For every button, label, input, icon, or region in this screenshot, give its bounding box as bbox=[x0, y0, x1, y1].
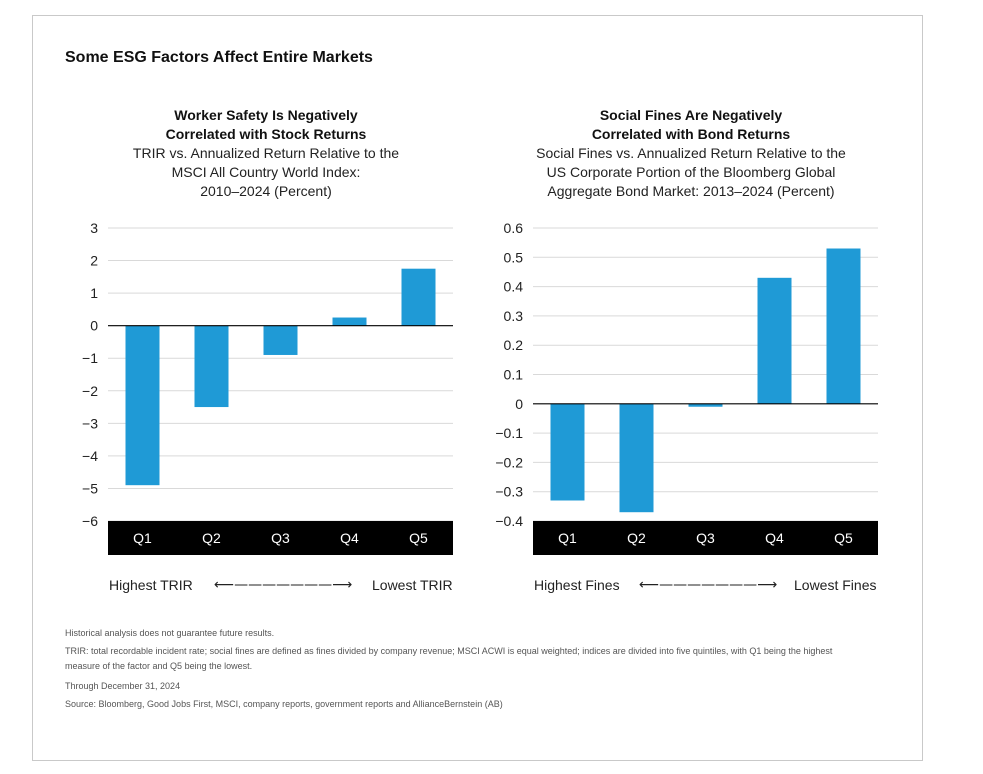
chart1-category-label: Q2 bbox=[202, 530, 221, 546]
chart2-ytick-label: 0.2 bbox=[504, 337, 524, 353]
chart2-subtitle-line3: Aggregate Bond Market: 2013–2024 (Percen… bbox=[547, 183, 835, 199]
chart1-bar-q3 bbox=[263, 325, 298, 355]
chart1-range-right-label: Lowest TRIR bbox=[372, 577, 453, 593]
chart1-category-label: Q4 bbox=[340, 530, 359, 546]
chart2-ytick-label: 0.6 bbox=[504, 220, 524, 236]
chart2-category-label: Q3 bbox=[696, 530, 715, 546]
chart2-category-label: Q1 bbox=[558, 530, 577, 546]
chart2-ytick-label: 0.1 bbox=[504, 367, 524, 383]
chart1-ytick-label: −2 bbox=[82, 383, 98, 399]
footnote-definitions: TRIR: total recordable incident rate; so… bbox=[65, 644, 895, 674]
chart1-ytick-label: 3 bbox=[90, 220, 98, 236]
chart2-ytick-label: 0.5 bbox=[504, 249, 524, 265]
chart2-bar-q4 bbox=[757, 277, 792, 404]
chart2-subtitle-line2: US Corporate Portion of the Bloomberg Gl… bbox=[546, 164, 836, 180]
chart1-category-band bbox=[108, 521, 453, 555]
chart2-range-left-label: Highest Fines bbox=[534, 577, 620, 593]
chart2-bar-q3 bbox=[688, 403, 723, 407]
chart2-subtitle: Social Fines vs. Annualized Return Relat… bbox=[503, 144, 879, 201]
chart2-ytick-label: 0 bbox=[515, 396, 523, 412]
chart1-ytick-label: −6 bbox=[82, 513, 98, 529]
chart2-title: Social Fines Are Negatively Correlated w… bbox=[533, 106, 849, 144]
chart1-ytick-label: −5 bbox=[82, 480, 98, 496]
chart1-ytick-label: 1 bbox=[90, 285, 98, 301]
footnote-date: Through December 31, 2024 bbox=[65, 681, 181, 691]
chart2-ytick-label: 0.3 bbox=[504, 308, 524, 324]
chart1-subtitle-line1: TRIR vs. Annualized Return Relative to t… bbox=[132, 145, 400, 161]
chart2-ytick-label: −0.4 bbox=[495, 513, 523, 529]
chart2-title-line2: Correlated with Bond Returns bbox=[591, 126, 791, 142]
footnote-source: Source: Bloomberg, Good Jobs First, MSCI… bbox=[65, 699, 503, 709]
chart1-category-label: Q3 bbox=[271, 530, 290, 546]
chart2-category-band bbox=[533, 521, 878, 555]
chart1-bar-q5 bbox=[401, 268, 436, 326]
chart1-subtitle-line2: MSCI All Country World Index: bbox=[171, 164, 361, 180]
chart1-range-left-label: Highest TRIR bbox=[109, 577, 193, 593]
chart1-ytick-label: 0 bbox=[90, 318, 98, 334]
chart2-bar-q2 bbox=[619, 403, 654, 513]
chart2-ytick-label: −0.1 bbox=[495, 425, 523, 441]
chart1-subtitle-line3: 2010–2024 (Percent) bbox=[200, 183, 332, 199]
footnote-disclaimer: Historical analysis does not guarantee f… bbox=[65, 628, 275, 638]
chart2-bar-q5 bbox=[826, 248, 861, 404]
chart1-range-arrow: ⟵———————⟶ bbox=[214, 577, 353, 593]
chart2-bar-q1 bbox=[550, 403, 585, 501]
chart1-title: Worker Safety Is Negatively Correlated w… bbox=[108, 106, 424, 144]
chart2-subtitle-line1: Social Fines vs. Annualized Return Relat… bbox=[536, 145, 846, 161]
chart1-category-label: Q5 bbox=[409, 530, 428, 546]
chart2-category-label: Q2 bbox=[627, 530, 646, 546]
chart2-title-line1: Social Fines Are Negatively bbox=[599, 107, 783, 123]
chart1-bar-q4 bbox=[332, 317, 367, 326]
chart2-category-label: Q5 bbox=[834, 530, 853, 546]
chart2-category-label: Q4 bbox=[765, 530, 784, 546]
footnote-definitions-line2: measure of the factor and Q5 being the l… bbox=[65, 661, 253, 671]
chart1-category-label: Q1 bbox=[133, 530, 152, 546]
chart2-range-arrow: ⟵———————⟶ bbox=[639, 577, 778, 593]
chart1-ytick-label: −4 bbox=[82, 448, 98, 464]
chart1-ytick-label: −3 bbox=[82, 415, 98, 431]
chart2-range-right-label: Lowest Fines bbox=[794, 577, 877, 593]
chart2-ytick-label: 0.4 bbox=[504, 279, 524, 295]
chart2-ytick-label: −0.2 bbox=[495, 454, 523, 470]
chart1-ytick-label: −1 bbox=[82, 350, 98, 366]
footnote-definitions-line1: TRIR: total recordable incident rate; so… bbox=[65, 646, 833, 656]
chart1-title-line1: Worker Safety Is Negatively bbox=[174, 107, 358, 123]
chart1-bar-q2 bbox=[194, 325, 229, 408]
chart1-title-line2: Correlated with Stock Returns bbox=[165, 126, 367, 142]
chart1-ytick-label: 2 bbox=[90, 253, 98, 269]
chart2-ytick-label: −0.3 bbox=[495, 484, 523, 500]
chart1-bar-q1 bbox=[125, 325, 160, 486]
main-title: Some ESG Factors Affect Entire Markets bbox=[65, 49, 373, 66]
chart1-subtitle: TRIR vs. Annualized Return Relative to t… bbox=[88, 144, 444, 201]
